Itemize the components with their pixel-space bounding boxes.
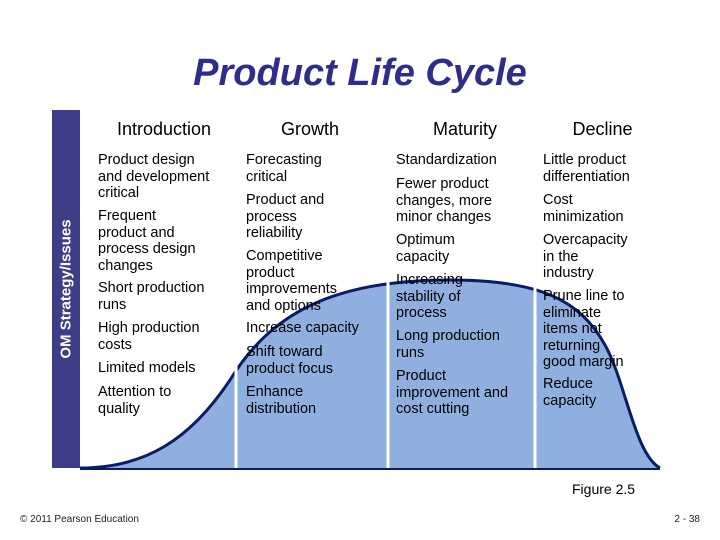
strategy-item: Shift toward product focus — [246, 344, 333, 377]
strategy-item-line: Standardization — [396, 152, 497, 168]
strategy-item-line: product and — [98, 224, 175, 241]
strategy-item-line: product focus — [246, 360, 334, 377]
strategy-item-line: improvements — [246, 281, 338, 297]
strategy-item-line: Attention to — [98, 384, 172, 400]
strategy-item: Product and process reliability — [246, 192, 324, 242]
strategy-item-line: Forecasting — [246, 152, 322, 168]
strategy-item: Limited models — [98, 360, 196, 377]
strategy-item-line: High production — [98, 320, 200, 336]
strategy-item-line: stability of — [396, 288, 461, 305]
life-cycle-curve-line — [79, 278, 661, 470]
strategy-item: Overcapacity in the industry — [543, 232, 628, 282]
strategy-item-line: Cost — [543, 192, 573, 208]
strategy-item-line: good margin — [543, 354, 624, 370]
copyright: © 2011 Pearson Education — [20, 514, 139, 525]
strategy-item-line: runs — [396, 344, 425, 361]
strategy-item: Competitive product improvements and option… — [246, 248, 337, 314]
strategy-item: High production costs — [98, 320, 200, 353]
strategy-item-line: Frequent — [98, 208, 157, 224]
strategy-item: Optimum capacity — [396, 232, 455, 265]
strategy-item-line: returning — [543, 337, 601, 354]
strategy-item-line: Increasing — [396, 272, 463, 288]
strategy-item-line: Prune line to — [543, 288, 625, 304]
strategy-item-line: capacity — [396, 248, 450, 265]
stage-decline: Decline — [572, 119, 633, 139]
strategy-item-line: Product — [396, 368, 446, 384]
strategy-item-line: Competitive — [246, 248, 323, 264]
strategy-item-line: Limited models — [98, 360, 196, 376]
strategy-item: Enhance distribution — [246, 384, 316, 417]
strategy-item: Prune line to eliminate items not returning… — [543, 288, 624, 371]
strategy-item-line: minor changes — [396, 209, 492, 225]
strategy-item: Fewer product changes, more minor changes — [396, 176, 492, 226]
strategy-item-line: quality — [98, 400, 140, 417]
strategy-item-line: Product design — [98, 152, 195, 168]
strategy-item-line: process design — [98, 241, 196, 257]
strategy-item-line: Long production — [396, 328, 500, 344]
strategy-item-line: cost cutting — [396, 401, 470, 417]
strategy-item-line: differentiation — [543, 168, 630, 185]
strategy-item-line: process — [396, 305, 447, 321]
strategy-item-line: reliability — [246, 225, 303, 241]
strategy-item-line: changes — [98, 257, 153, 274]
strategy-item-line: Product and — [246, 192, 325, 208]
life-cycle-curve-area — [80, 280, 660, 470]
strategy-item-line: Increase capacity — [246, 320, 359, 336]
strategy-item-line: eliminate — [543, 304, 602, 321]
strategy-item: Product design and development critical — [98, 152, 209, 202]
stage-introduction: Introduction — [116, 119, 212, 139]
strategy-item-line: critical — [98, 185, 140, 201]
side-bar — [52, 110, 80, 468]
strategy-item-line: capacity — [543, 392, 597, 409]
strategy-item-line: Shift toward — [246, 344, 323, 360]
strategy-item-line: items not — [543, 321, 602, 337]
strategy-item: Increasing stability of process — [396, 272, 463, 322]
strategy-item-line: runs — [98, 296, 127, 313]
strategy-item-line: minimization — [543, 208, 624, 225]
strategy-item-line: industry — [543, 265, 594, 281]
strategy-item: Standardization — [396, 152, 497, 169]
strategy-item: Attention to quality — [98, 384, 171, 417]
strategy-item: Forecasting critical — [246, 152, 322, 185]
strategy-item: Increase capacity — [246, 320, 359, 337]
strategy-item-line: Little product — [543, 152, 627, 168]
strategy-item-line: critical — [246, 168, 288, 185]
strategy-item-line: Reduce — [543, 376, 593, 392]
strategy-item-line: Optimum — [396, 232, 455, 248]
strategy-item-line: process — [246, 208, 297, 225]
strategy-item: Frequent product and process design changes — [98, 208, 196, 274]
strategy-item-line: changes, more — [396, 192, 492, 209]
strategy-item-line: improvement and — [396, 384, 509, 401]
strategy-item: Product improvement and cost cutting — [396, 368, 508, 418]
strategy-item-line: in the — [543, 248, 579, 265]
stage-growth: Growth — [280, 119, 340, 139]
strategy-item-line: costs — [98, 336, 132, 353]
strategy-item-line: and development — [98, 168, 210, 185]
strategy-item: Cost minimization — [543, 192, 624, 225]
strategy-item: Long production runs — [396, 328, 500, 361]
strategy-item-line: distribution — [246, 400, 317, 417]
strategy-item-line: Overcapacity — [543, 232, 628, 248]
strategy-item: Short production runs — [98, 280, 204, 313]
strategy-item-line: and options — [246, 297, 321, 314]
strategy-item-line: Short production — [98, 280, 205, 296]
strategy-item: Little product differentiation — [543, 152, 630, 185]
page-title: Product Life Cycle — [193, 52, 527, 94]
strategy-item-line: Fewer product — [396, 176, 489, 192]
page-number: 2 - 38 — [674, 514, 700, 525]
figure-label: Figure 2.5 — [572, 481, 636, 497]
strategy-item-line: product — [246, 264, 295, 281]
strategy-item: Reduce capacity — [543, 376, 596, 409]
stage-maturity: Maturity — [432, 119, 497, 139]
strategy-item-line: Enhance — [246, 384, 304, 400]
